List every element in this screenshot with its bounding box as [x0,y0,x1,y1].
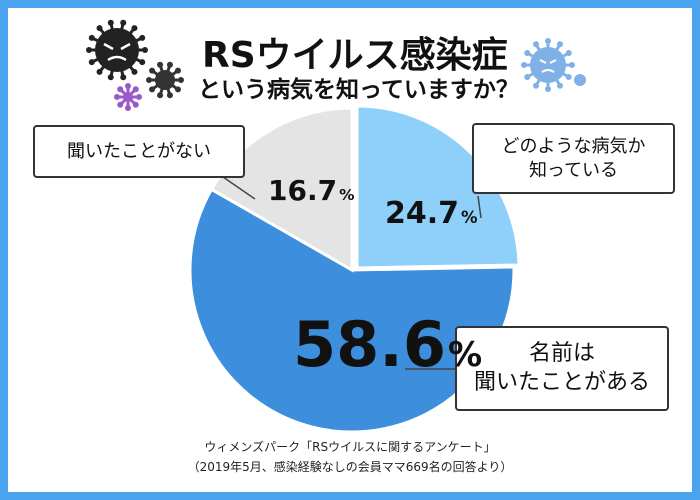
data-label-known-unit: % [461,208,478,227]
leader-line-known [477,195,482,219]
pie-slice-known [355,104,521,270]
data-label-heard-value: 58.6 [293,308,446,381]
data-label-known-value: 24.7 [385,196,460,231]
callout-known-line2: 知っている [528,159,619,181]
virus-purple-icon [114,83,142,111]
data-label-unknown: 16.7% [268,174,355,207]
chart-subtitle: という病気を知っていますか？ [198,77,519,103]
data-label-unknown-unit: % [339,186,355,204]
source-note-line1: ウィメンズパーク「RSウイルスに関するアンケート」 [204,440,496,454]
data-label-known: 24.7% [385,196,478,231]
virus-blue-icon [521,38,575,92]
virus-dark-small-icon [146,61,184,99]
chart-title: RSウイルス感染症 [202,35,508,76]
source-note-line2: （2019年5月、感染経験なしの会員ママ669名の回答より） [187,460,513,474]
callout-unknown-text: 聞いたことがない [67,140,211,162]
callout-known-line1: どのような病気か [501,136,646,158]
data-label-heard-unit: % [447,335,483,375]
callout-unknown: 聞いたことがない [33,125,245,178]
virus-dot-icon [574,74,586,86]
virus-dark-icon [86,19,148,81]
callout-heard: 名前は 聞いたことがある [455,326,669,411]
callout-known: どのような病気か 知っている [472,123,675,194]
callout-heard-line1: 名前は [528,340,595,366]
callout-heard-line2: 聞いたことがある [473,369,650,395]
data-label-heard: 58.6% [293,308,482,381]
data-label-unknown-value: 16.7 [268,174,338,207]
